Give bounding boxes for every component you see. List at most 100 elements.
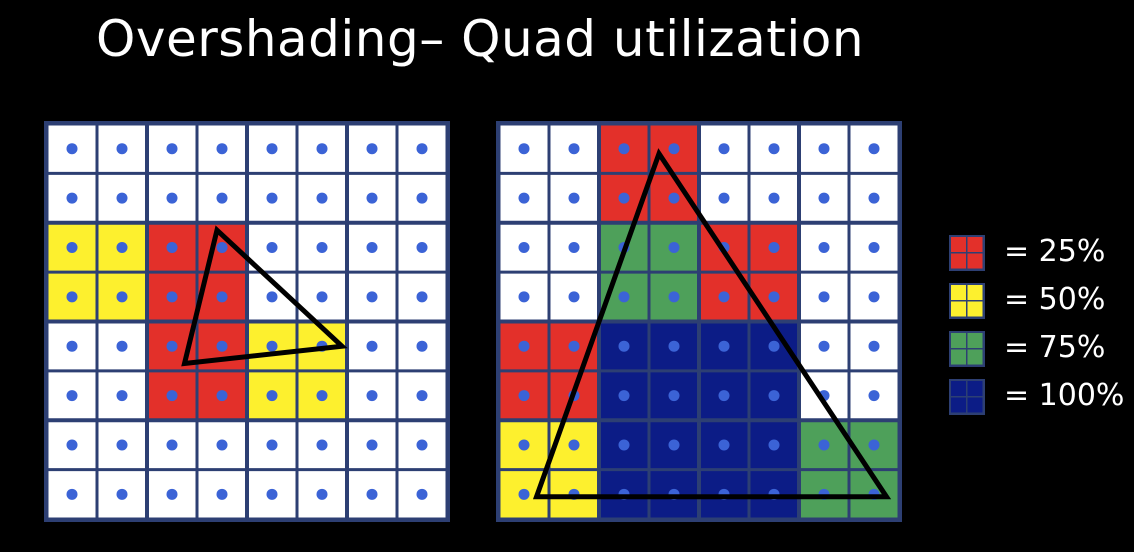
sample-point [718, 291, 730, 303]
sample-point [818, 439, 830, 451]
legend-swatch-75 [949, 331, 985, 367]
slide-title: Overshading– Quad utilization [96, 10, 865, 68]
legend-label-100: = 100% [1004, 378, 1125, 413]
sample-point [266, 390, 278, 402]
sample-point [216, 390, 228, 402]
left-pixel-grid [44, 121, 450, 522]
sample-point [868, 439, 880, 451]
swatch-cell [951, 285, 966, 300]
right-grid-canvas [496, 121, 902, 522]
sample-point [216, 241, 228, 253]
sample-point [266, 143, 278, 155]
sample-point [266, 241, 278, 253]
triangle-outline [532, 148, 892, 500]
sample-point [718, 439, 730, 451]
swatch-cell [951, 333, 966, 348]
sample-point [416, 340, 428, 352]
sample-point [416, 390, 428, 402]
left-grid-canvas [44, 121, 450, 522]
sample-point [416, 488, 428, 500]
sample-point [518, 488, 530, 500]
legend-item-25: = 25% [949, 232, 1129, 280]
sample-point [266, 291, 278, 303]
sample-point [668, 192, 680, 204]
sample-point [568, 241, 580, 253]
sample-point [618, 439, 630, 451]
sample-point [568, 192, 580, 204]
sample-point [618, 340, 630, 352]
utilization-legend: = 25% = 50% = 75% = 100% [949, 232, 1129, 424]
sample-point [116, 439, 128, 451]
sample-point [366, 192, 378, 204]
sample-point [116, 143, 128, 155]
sample-point [366, 488, 378, 500]
sample-point [216, 291, 228, 303]
sample-point [166, 488, 178, 500]
sample-point [166, 241, 178, 253]
sample-point [116, 241, 128, 253]
sample-point [818, 291, 830, 303]
sample-point [316, 241, 328, 253]
sample-point [66, 241, 78, 253]
sample-point [818, 143, 830, 155]
sample-point [518, 439, 530, 451]
legend-swatch-50 [949, 283, 985, 319]
sample-point [116, 390, 128, 402]
sample-point [768, 291, 780, 303]
sample-point [518, 143, 530, 155]
legend-item-100: = 100% [949, 376, 1129, 424]
sample-point [266, 340, 278, 352]
sample-point [868, 291, 880, 303]
sample-point [818, 192, 830, 204]
sample-point [166, 143, 178, 155]
sample-point [166, 192, 178, 204]
sample-point [116, 192, 128, 204]
sample-point [366, 143, 378, 155]
sample-point [518, 241, 530, 253]
sample-point [316, 390, 328, 402]
sample-point [166, 439, 178, 451]
sample-point [868, 340, 880, 352]
sample-point [366, 439, 378, 451]
triangle-outline [181, 225, 348, 367]
sample-point [768, 143, 780, 155]
sample-point [718, 143, 730, 155]
sample-point [668, 390, 680, 402]
legend-label-25: = 25% [1004, 234, 1106, 269]
sample-point [718, 390, 730, 402]
sample-point [316, 291, 328, 303]
sample-point [366, 340, 378, 352]
sample-point [518, 192, 530, 204]
sample-point [416, 291, 428, 303]
sample-point [366, 291, 378, 303]
sample-point [618, 390, 630, 402]
sample-point [868, 241, 880, 253]
swatch-cell [951, 349, 966, 365]
sample-point [668, 143, 680, 155]
sample-point [216, 192, 228, 204]
sample-point [868, 143, 880, 155]
swatch-cell [951, 237, 966, 252]
sample-point [416, 192, 428, 204]
sample-point [366, 241, 378, 253]
sample-point [316, 192, 328, 204]
sample-point [718, 340, 730, 352]
sample-point [768, 192, 780, 204]
sample-point [66, 488, 78, 500]
sample-point [768, 390, 780, 402]
swatch-cell [967, 285, 983, 300]
sample-point [668, 291, 680, 303]
sample-point [366, 390, 378, 402]
swatch-cell [967, 301, 983, 317]
sample-point [568, 340, 580, 352]
sample-point [116, 340, 128, 352]
sample-point [518, 340, 530, 352]
legend-item-50: = 50% [949, 280, 1129, 328]
sample-point [216, 439, 228, 451]
sample-point [316, 439, 328, 451]
swatch-cell [951, 397, 966, 413]
swatch-cell [967, 349, 983, 365]
swatch-cell [951, 381, 966, 396]
sample-point [116, 488, 128, 500]
sample-point [166, 340, 178, 352]
